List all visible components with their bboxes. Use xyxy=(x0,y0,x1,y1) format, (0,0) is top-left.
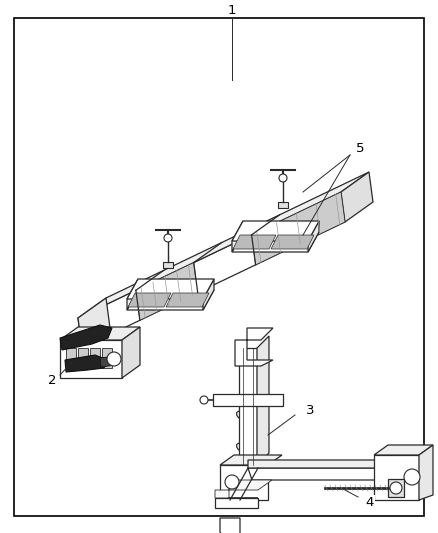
Circle shape xyxy=(225,475,239,489)
Polygon shape xyxy=(239,348,257,465)
Ellipse shape xyxy=(243,427,255,437)
Polygon shape xyxy=(220,455,282,465)
Ellipse shape xyxy=(237,411,249,421)
Polygon shape xyxy=(213,394,283,406)
Polygon shape xyxy=(78,172,369,318)
Polygon shape xyxy=(278,202,288,208)
Ellipse shape xyxy=(237,475,249,485)
Polygon shape xyxy=(60,325,112,350)
Polygon shape xyxy=(271,235,314,249)
Polygon shape xyxy=(102,348,112,368)
Polygon shape xyxy=(232,221,319,241)
Polygon shape xyxy=(127,279,138,310)
Polygon shape xyxy=(419,445,433,500)
Polygon shape xyxy=(308,221,319,252)
Polygon shape xyxy=(220,518,240,533)
Polygon shape xyxy=(65,355,108,372)
Ellipse shape xyxy=(237,443,249,453)
Polygon shape xyxy=(248,468,384,480)
Polygon shape xyxy=(78,348,88,368)
Ellipse shape xyxy=(243,491,255,501)
Polygon shape xyxy=(66,348,76,368)
Polygon shape xyxy=(232,221,243,252)
Circle shape xyxy=(390,482,402,494)
Text: 5: 5 xyxy=(356,141,364,155)
Polygon shape xyxy=(60,327,140,340)
Polygon shape xyxy=(235,328,273,366)
Polygon shape xyxy=(60,340,122,378)
Polygon shape xyxy=(78,298,110,348)
Polygon shape xyxy=(220,465,268,500)
Polygon shape xyxy=(203,279,214,310)
Text: 3: 3 xyxy=(306,403,314,416)
Circle shape xyxy=(279,174,287,182)
Text: 2: 2 xyxy=(48,374,56,386)
Polygon shape xyxy=(127,279,214,299)
Circle shape xyxy=(200,396,208,404)
Polygon shape xyxy=(257,336,269,465)
Polygon shape xyxy=(215,498,258,508)
Polygon shape xyxy=(136,263,198,320)
Polygon shape xyxy=(341,172,373,222)
Polygon shape xyxy=(374,445,433,455)
Circle shape xyxy=(164,234,172,242)
Polygon shape xyxy=(233,235,276,249)
Polygon shape xyxy=(100,356,116,367)
Text: 1: 1 xyxy=(228,4,236,17)
Circle shape xyxy=(107,352,121,366)
Polygon shape xyxy=(248,460,384,468)
Polygon shape xyxy=(128,293,171,307)
Polygon shape xyxy=(78,192,345,348)
Circle shape xyxy=(404,469,420,485)
Polygon shape xyxy=(388,479,404,497)
Polygon shape xyxy=(166,293,209,307)
Polygon shape xyxy=(127,290,214,310)
Text: 4: 4 xyxy=(366,496,374,508)
Polygon shape xyxy=(122,327,140,378)
Ellipse shape xyxy=(243,459,255,469)
Polygon shape xyxy=(251,192,345,265)
Polygon shape xyxy=(90,348,100,368)
Polygon shape xyxy=(374,455,419,500)
Polygon shape xyxy=(232,232,319,252)
Polygon shape xyxy=(215,480,272,498)
Polygon shape xyxy=(163,262,173,268)
